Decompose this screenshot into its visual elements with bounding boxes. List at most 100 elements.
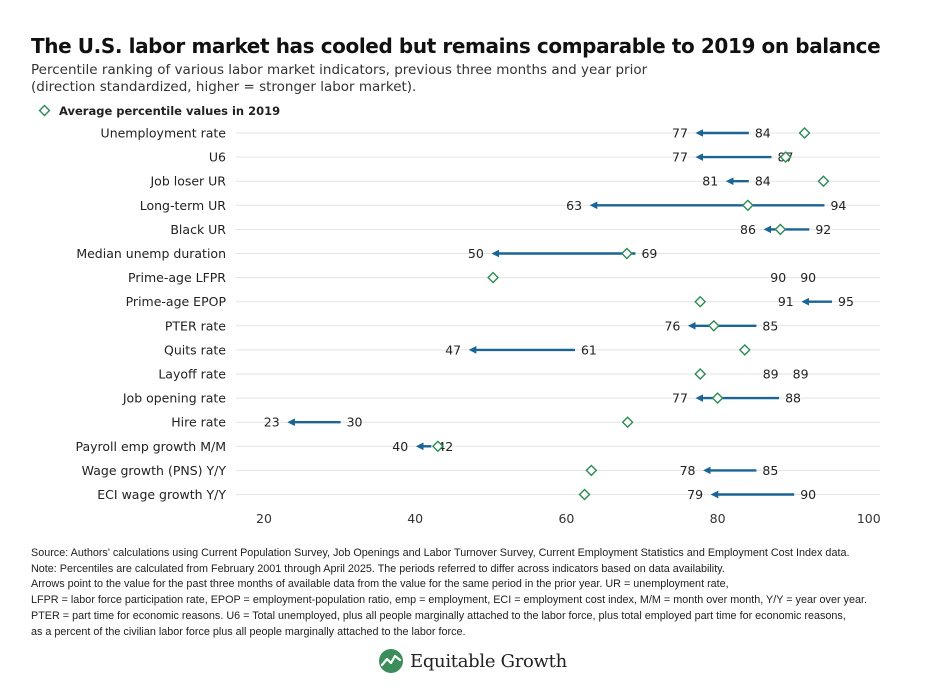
row-label: Prime-age LFPR	[128, 270, 226, 285]
recent-value-label: 79	[687, 487, 703, 502]
chart-row: Black UR 92 86	[170, 222, 880, 237]
prior-value-label: 88	[785, 391, 801, 406]
recent-value-label: 77	[672, 150, 688, 165]
recent-value-label: 76	[664, 318, 680, 333]
row-label: Quits rate	[164, 342, 226, 357]
avg-2019-marker	[431, 440, 444, 453]
prior-value-label: 84	[755, 174, 771, 189]
row-label: Median unemp duration	[76, 246, 226, 261]
chart-row: Unemployment rate 84 77	[101, 126, 880, 141]
chart-row: Wage growth (PNS) Y/Y 85 78	[82, 463, 880, 478]
recent-value-label: 77	[672, 126, 688, 141]
x-tick-label: 20	[256, 511, 272, 526]
avg-2019-marker	[779, 151, 792, 164]
source-note: Source: Authors' calculations using Curr…	[31, 547, 850, 559]
avg-2019-marker	[694, 295, 707, 308]
row-label: ECI wage growth Y/Y	[97, 487, 226, 502]
avg-2019-marker	[741, 199, 754, 212]
prior-value-label: 30	[347, 415, 363, 430]
avg-2019-marker	[707, 319, 720, 332]
plot-area: Unemployment rate8477U68777Job loser UR8…	[76, 126, 881, 527]
u6-definition-note: as a percent of the civilian labor force…	[31, 625, 466, 638]
recent-value-label: 78	[680, 463, 696, 478]
chart-row: Job loser UR 84 81	[149, 174, 880, 189]
prior-value-label: 85	[762, 463, 778, 478]
chart-title: The U.S. labor market has cooled but rem…	[31, 34, 881, 58]
row-label: Hire rate	[171, 415, 226, 430]
brand-footer: Equitable Growth	[378, 648, 567, 674]
row-label: PTER rate	[165, 318, 226, 333]
percentile-note: Note: Percentiles are calculated from Fe…	[31, 562, 725, 575]
chart-row: Hire rate 30 23	[171, 415, 880, 430]
chart-row: Prime-age EPOP 95 91	[126, 294, 880, 309]
prior-value-label: 94	[830, 198, 846, 213]
recent-value-label: 86	[740, 222, 756, 237]
x-tick-label: 100	[857, 511, 881, 526]
chart-row: PTER rate 85 76	[165, 318, 880, 333]
recent-value-label: 89	[763, 367, 779, 382]
pter-u6-note: PTER = part time for economic reasons. U…	[31, 609, 846, 622]
x-axis: 20 40 60 80 100	[256, 511, 881, 526]
avg-2019-marker	[738, 343, 751, 356]
avg-2019-marker	[621, 416, 634, 429]
prior-value-label: 42	[437, 439, 453, 454]
prior-value-label: 92	[815, 222, 831, 237]
legend-label: Average percentile values in 2019	[59, 104, 280, 118]
recent-value-label: 23	[264, 415, 280, 430]
chart-legend: Average percentile values in 2019	[38, 104, 280, 118]
row-label: Prime-age EPOP	[126, 294, 227, 309]
equitable-growth-logo-icon	[379, 649, 403, 673]
x-tick-label: 60	[558, 511, 574, 526]
avg-2019-marker	[585, 464, 598, 477]
recent-value-label: 91	[778, 294, 794, 309]
chart-subtitle: Percentile ranking of various labor mark…	[31, 62, 731, 96]
chart-row: ECI wage growth Y/Y 90 79	[97, 487, 880, 502]
avg-2019-marker	[578, 488, 591, 501]
avg-2019-marker	[711, 392, 724, 405]
arrow-note: Arrows point to the value for the past t…	[31, 578, 729, 591]
chart-row: Median unemp duration 69 50	[76, 246, 880, 261]
chart-row: Job opening rate 88 77	[122, 391, 880, 406]
row-label: Job opening rate	[122, 391, 226, 406]
avg-2019-marker	[487, 271, 500, 284]
x-tick-label: 80	[710, 511, 726, 526]
brand-name: Equitable Growth	[410, 650, 567, 672]
recent-value-label: 50	[468, 246, 484, 261]
prior-value-label: 84	[755, 126, 771, 141]
arrow-dot-chart: Average percentile values in 2019 Unempl…	[38, 104, 881, 527]
chart-row: Quits rate 61 47	[164, 342, 880, 357]
abbreviation-note: LFPR = labor force participation rate, E…	[31, 594, 867, 607]
row-label: Long-term UR	[140, 198, 227, 213]
row-label: Wage growth (PNS) Y/Y	[82, 463, 227, 478]
avg-2019-marker	[774, 223, 787, 236]
recent-value-label: 81	[702, 174, 718, 189]
recent-value-label: 40	[392, 439, 408, 454]
row-label: U6	[209, 150, 226, 165]
prior-value-label: 85	[762, 318, 778, 333]
recent-value-label: 77	[672, 391, 688, 406]
prior-value-label: 90	[800, 487, 816, 502]
avg-2019-marker	[817, 175, 830, 188]
row-label: Black UR	[170, 222, 226, 237]
recent-value-label: 90	[770, 270, 786, 285]
prior-value-label: 95	[838, 294, 854, 309]
chart-row: Long-term UR 94 63	[140, 198, 880, 213]
prior-value-label: 90	[800, 270, 816, 285]
recent-value-label: 47	[445, 342, 461, 357]
row-label: Unemployment rate	[101, 126, 227, 141]
prior-value-label: 61	[581, 342, 597, 357]
chart-row: Prime-age LFPR 90 90	[128, 270, 880, 285]
row-label: Payroll emp growth M/M	[76, 439, 227, 454]
avg-2019-marker	[694, 368, 707, 380]
row-label: Job loser UR	[149, 174, 226, 189]
prior-value-label: 69	[641, 246, 657, 261]
avg-2019-marker	[798, 127, 811, 139]
subtitle-line-1: Percentile ranking of various labor mark…	[31, 62, 648, 78]
subtitle-line-2: (direction standardized, higher = strong…	[31, 79, 417, 95]
footnotes: Source: Authors' calculations using Curr…	[31, 546, 911, 640]
prior-value-label: 89	[793, 367, 809, 382]
row-label: Layoff rate	[158, 367, 226, 382]
x-tick-label: 40	[407, 511, 423, 526]
chart-row: U68777	[209, 150, 880, 165]
recent-value-label: 63	[566, 198, 582, 213]
